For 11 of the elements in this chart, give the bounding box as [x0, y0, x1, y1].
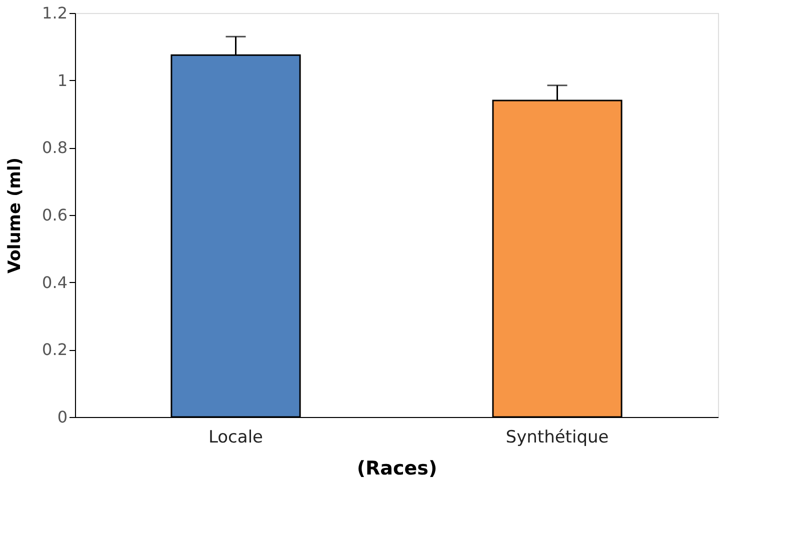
y-tick-label: 0.6 [42, 206, 68, 224]
x-axis-title: (Races) [356, 458, 438, 480]
y-tick-label: 0.2 [42, 340, 68, 360]
y-tick-label: 1.2 [42, 4, 68, 22]
x-tick-label: Synthétique [506, 428, 609, 448]
y-axis-title: Volume (ml) [5, 157, 26, 274]
y-tick-label: 1 [57, 70, 68, 90]
x-tick-label: Locale [208, 428, 264, 448]
y-tick-label: 0 [57, 408, 68, 426]
y-tick-label: 0.4 [42, 272, 68, 292]
y-tick-label: 0.8 [42, 138, 68, 158]
